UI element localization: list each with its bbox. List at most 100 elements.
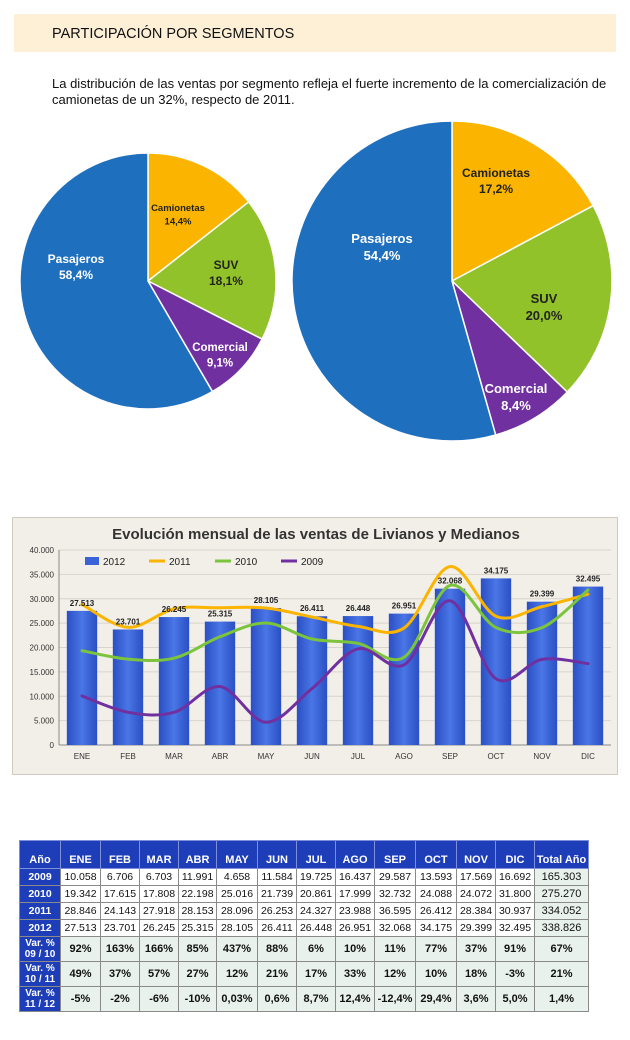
y-tick-label: 25.000 (30, 619, 55, 628)
table-cell: -10% (178, 986, 217, 1012)
bar-2012 (572, 586, 604, 745)
pie-slice-camionetas (451, 120, 595, 283)
table-cell: 88% (257, 936, 297, 962)
pie-label: SUV (214, 258, 239, 272)
table-cell: 16.437 (335, 868, 375, 886)
table-cell: 21% (534, 961, 589, 987)
table-cell: 13.593 (415, 868, 457, 886)
table-row-label: 2010 (19, 885, 61, 903)
legend-label: 2009 (301, 557, 324, 568)
section-title: PARTICIPACIÓN POR SEGMENTOS (14, 14, 616, 52)
table-cell: 25.315 (178, 919, 217, 937)
table-cell: 26.448 (296, 919, 336, 937)
table-column-header: FEB (100, 840, 140, 869)
bar-value-label: 23.701 (116, 617, 141, 626)
table-cell: 25.016 (216, 885, 258, 903)
pie-slice-pasajeros (291, 120, 497, 442)
table-row-label: 2012 (19, 919, 61, 937)
table-row: Var. % 10 / 11 49% 37% 57% 27% 12% 21% 17% 33% 12… (19, 961, 589, 987)
table-cell: 28.384 (456, 902, 496, 920)
pie-value-label: 14,4% (165, 217, 192, 228)
legend-label: 2011 (169, 557, 191, 568)
table-cell: 22.198 (178, 885, 217, 903)
table-row-label: Var. % 09 / 10 (19, 936, 61, 962)
pie-slice-suv (146, 200, 277, 341)
table-cell: 19.725 (296, 868, 336, 886)
bar-value-label: 26.951 (392, 602, 417, 611)
table-column-header: JUL (296, 840, 336, 869)
bar-value-label: 27.513 (70, 599, 95, 608)
table-cell: 32.732 (374, 885, 416, 903)
sales-table: Año ENE FEB MAR ABR MAY JUN JUL AGO SEP OCT NOV DIC T… (19, 840, 589, 1012)
pie-value-label: 54,4% (364, 248, 401, 263)
bar-2012 (158, 617, 190, 745)
table-cell: 6.706 (100, 868, 140, 886)
table-cell: 8,7% (296, 986, 336, 1012)
table-cell: 17.615 (100, 885, 140, 903)
table-row: Var. % 11 / 12 -5% -2% -6% -10% 0,03% 0,6% 8,7%… (19, 986, 589, 1012)
table-cell: 23.701 (100, 919, 140, 937)
table-cell: 49% (60, 961, 101, 987)
table-cell: 29.399 (456, 919, 496, 937)
bar-2012 (342, 616, 374, 745)
pie-slice-pasajeros (19, 152, 214, 410)
y-tick-label: 0 (50, 741, 55, 750)
table-column-header: Año (19, 840, 61, 869)
bar-value-label: 26.411 (300, 604, 325, 613)
table-body: 2009 10.058 6.706 6.703 11.991 4.658 11.584 19.… (19, 868, 589, 1012)
table-column-header: DIC (495, 840, 535, 869)
table-cell: 165.303 (534, 868, 589, 886)
table-cell: 26.253 (257, 902, 297, 920)
table-cell: 28.096 (216, 902, 258, 920)
bar-2012 (388, 613, 420, 745)
table-cell: 4.658 (216, 868, 258, 886)
pie-value-label: 8,4% (501, 398, 531, 413)
x-tick-label: DIC (581, 752, 595, 761)
legend-label: 2012 (103, 557, 126, 568)
y-tick-label: 5.000 (34, 717, 55, 726)
pie-value-label: 18,1% (209, 274, 243, 288)
y-tick-label: 10.000 (30, 692, 55, 701)
bar-2012 (112, 629, 144, 745)
table-row-label: 2009 (19, 868, 61, 886)
pie-label: Pasajeros (351, 231, 412, 246)
table-cell: 11.991 (178, 868, 217, 886)
table-cell: 437% (216, 936, 258, 962)
table-cell: 28.846 (60, 902, 101, 920)
table-column-header: MAY (216, 840, 258, 869)
bar-value-label: 26.245 (162, 605, 187, 614)
table-cell: 29,4% (415, 986, 457, 1012)
table-row-label: 2011 (19, 902, 61, 920)
monthly-sales-chart: Evolución mensual de las ventas de Livia… (12, 517, 618, 775)
x-tick-label: JUN (304, 752, 320, 761)
table-cell: 28.105 (216, 919, 258, 937)
table-cell: 0,03% (216, 986, 258, 1012)
table-cell: 27% (178, 961, 217, 987)
x-tick-label: MAR (165, 752, 183, 761)
x-tick-label: MAY (258, 752, 275, 761)
bar-value-label: 29.399 (530, 590, 555, 599)
line-series-2011 (80, 565, 590, 634)
pie-slice-suv (450, 204, 613, 394)
table-column-header: ABR (178, 840, 217, 869)
table-cell: 29.587 (374, 868, 416, 886)
table-cell: 77% (415, 936, 457, 962)
table-cell: 18% (456, 961, 496, 987)
table-row-label: Var. % 11 / 12 (19, 986, 61, 1012)
table-column-header: ENE (60, 840, 101, 869)
pie-slice-comercial (450, 278, 569, 436)
monthly-sales-svg: Evolución mensual de las ventas de Livia… (30, 526, 611, 761)
table-cell: 57% (139, 961, 179, 987)
table-row: 2012 27.513 23.701 26.245 25.315 28.105 26.411… (19, 919, 589, 937)
table-column-header: Total Año (534, 840, 589, 869)
pie-value-label: 17,2% (479, 182, 513, 196)
table-cell: 32.068 (374, 919, 416, 937)
x-tick-label: JUL (351, 752, 366, 761)
table-cell: 16.692 (495, 868, 535, 886)
table-cell: 0,6% (257, 986, 297, 1012)
line-series-2010 (80, 583, 590, 663)
segment-pie-charts: Camionetas 14,4% SUV 18,1% Comercial 9,1% Pasa… (19, 120, 613, 442)
table-cell: 24.327 (296, 902, 336, 920)
pie-value-label: 20,0% (526, 308, 563, 323)
bar-value-label: 34.175 (484, 566, 509, 575)
